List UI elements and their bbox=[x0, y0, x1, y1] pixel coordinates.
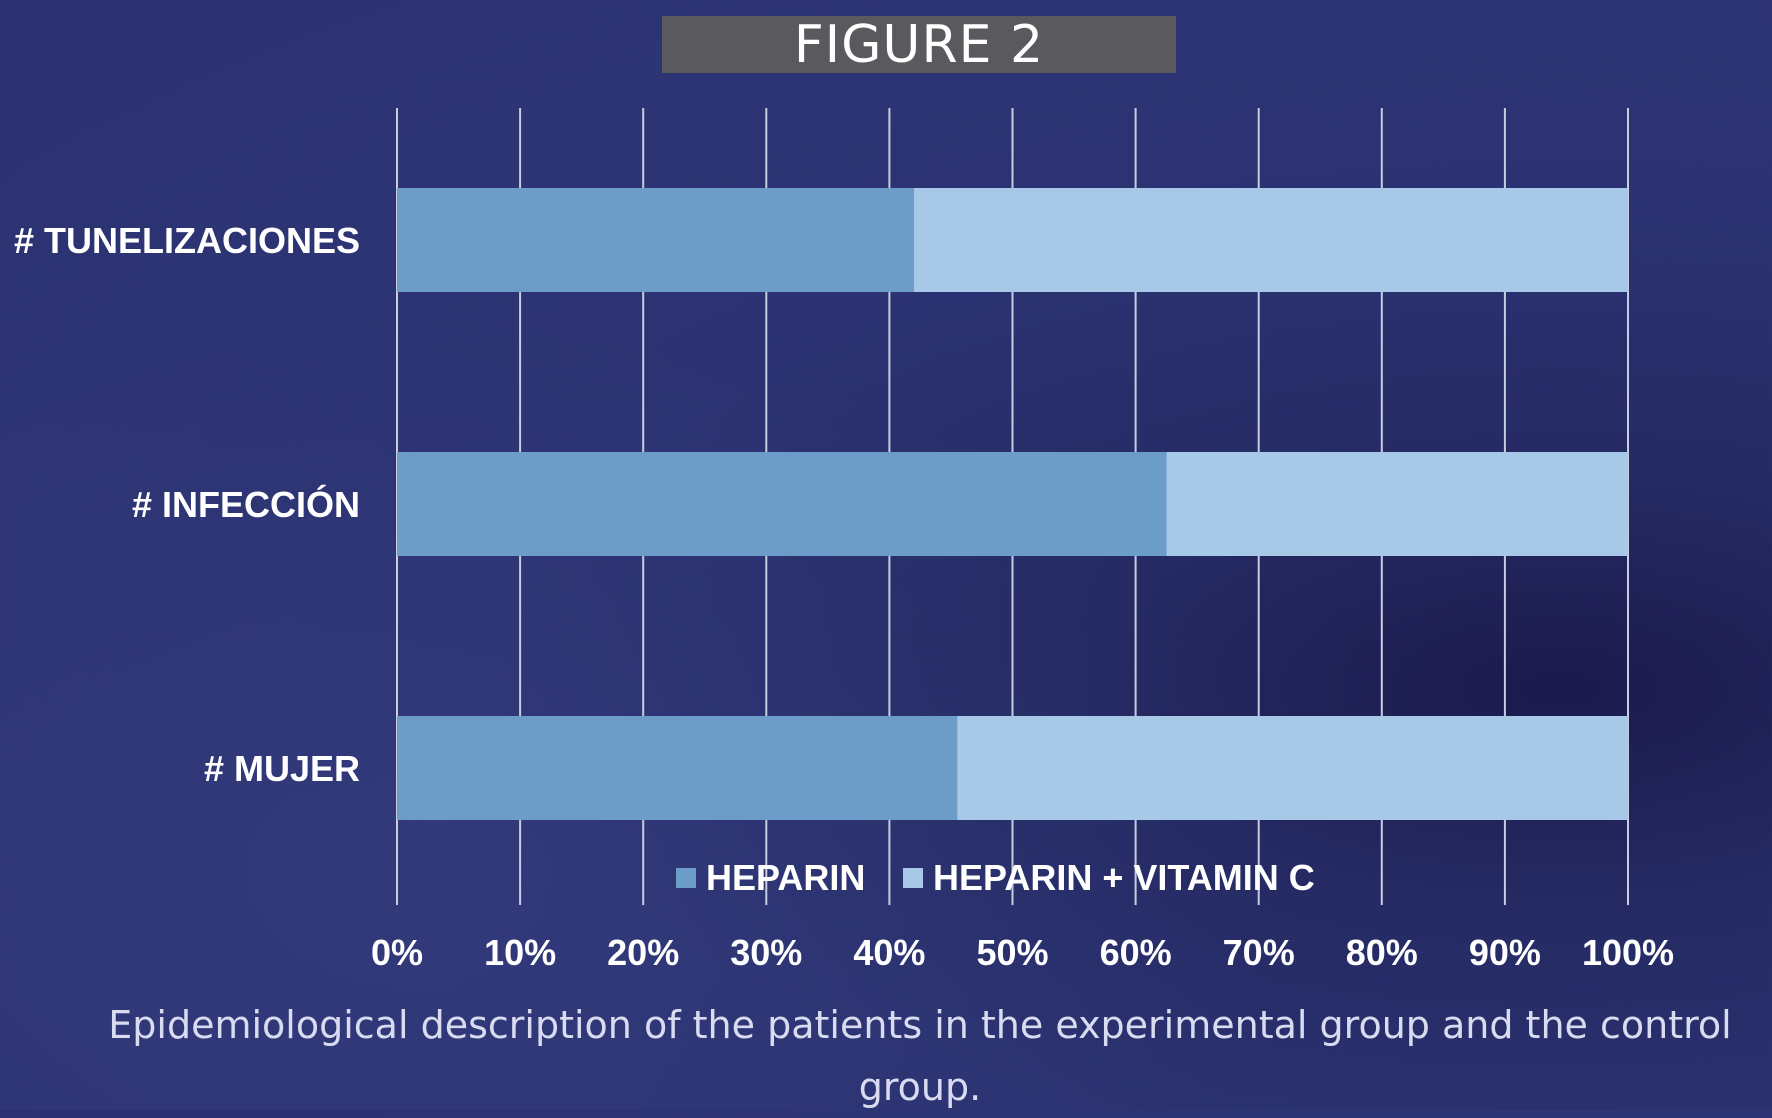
x-tick-label: 70% bbox=[1223, 932, 1295, 973]
x-tick-label: 80% bbox=[1346, 932, 1418, 973]
bar-segment-heparin-vitamin-c bbox=[957, 716, 1628, 820]
x-tick-label: 30% bbox=[730, 932, 802, 973]
figure-caption: Epidemiological description of the patie… bbox=[108, 1003, 1732, 1109]
category-labels: # TUNELIZACIONES # INFECCIÓN # MUJER bbox=[14, 220, 360, 789]
category-label: # MUJER bbox=[204, 748, 360, 789]
x-tick-label: 50% bbox=[976, 932, 1048, 973]
legend: HEPARIN HEPARIN + VITAMIN C bbox=[676, 857, 1315, 898]
figure-title-box: FIGURE 2 bbox=[662, 16, 1176, 73]
bar-segment-heparin-vitamin-c bbox=[1166, 452, 1628, 556]
legend-swatch bbox=[903, 868, 923, 888]
legend-swatch bbox=[676, 868, 696, 888]
x-tick-label: 20% bbox=[607, 932, 679, 973]
legend-label: HEPARIN bbox=[706, 857, 865, 898]
bar-segment-heparin bbox=[397, 188, 915, 292]
x-tick-labels: 0% 10% 20% 30% 40% 50% 60% 70% 80% 90% 100% bbox=[371, 932, 1674, 973]
category-label: # TUNELIZACIONES bbox=[14, 220, 360, 261]
bar-segment-heparin bbox=[397, 716, 958, 820]
x-tick-label: 60% bbox=[1100, 932, 1172, 973]
x-tick-label: 90% bbox=[1469, 932, 1541, 973]
x-tick-label: 10% bbox=[484, 932, 556, 973]
bars bbox=[397, 188, 1628, 820]
x-tick-label: 100% bbox=[1582, 932, 1674, 973]
figure-title: FIGURE 2 bbox=[793, 14, 1045, 75]
x-tick-label: 40% bbox=[853, 932, 925, 973]
category-label: # INFECCIÓN bbox=[132, 483, 360, 525]
legend-label: HEPARIN + VITAMIN C bbox=[933, 857, 1315, 898]
bar-segment-heparin-vitamin-c bbox=[914, 188, 1628, 292]
bar-segment-heparin bbox=[397, 452, 1167, 556]
x-tick-label: 0% bbox=[371, 932, 423, 973]
